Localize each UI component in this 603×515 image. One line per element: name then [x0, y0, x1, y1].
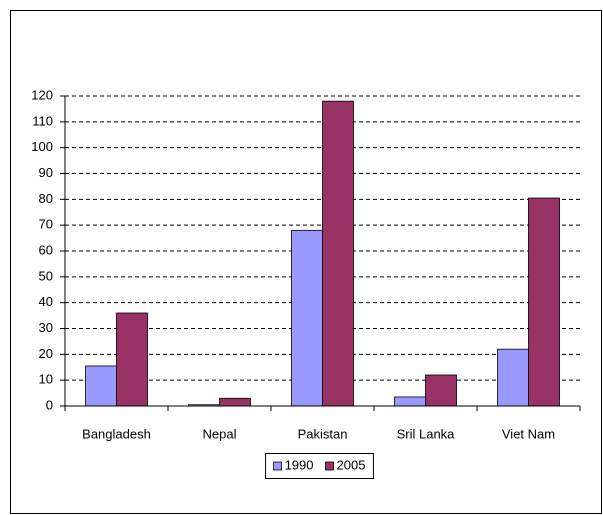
legend: 1990 2005	[273, 457, 366, 472]
y-tick-label: 50	[39, 268, 53, 283]
legend-box	[265, 453, 374, 479]
bar	[322, 100, 354, 407]
bar	[394, 396, 426, 407]
legend-label: 2005	[337, 457, 366, 472]
x-tick-label: Bangladesh	[82, 426, 151, 441]
y-tick-label: 40	[39, 294, 53, 309]
legend-swatch	[273, 461, 282, 471]
y-tick-label: 100	[31, 139, 53, 154]
y-tick-label: 90	[39, 165, 53, 180]
y-tick-label: 0	[46, 397, 53, 412]
bar	[497, 348, 529, 407]
bar	[85, 365, 117, 407]
bar	[116, 312, 148, 407]
y-tick-label: 10	[39, 372, 53, 387]
legend-swatch	[325, 461, 334, 471]
bar	[425, 374, 457, 407]
y-tick-label: 70	[39, 217, 53, 232]
bar	[291, 229, 323, 407]
y-tick-label: 80	[39, 191, 53, 206]
legend-label: 1990	[285, 457, 314, 472]
y-tick-label: 20	[39, 346, 53, 361]
y-tick-label: 60	[39, 242, 53, 257]
y-tick-label: 120	[31, 87, 53, 102]
bar	[219, 397, 251, 407]
y-tick-label: 30	[39, 320, 53, 335]
bar	[528, 197, 560, 407]
x-tick-label: Sril Lanka	[397, 426, 456, 441]
x-tick-label: Nepal	[203, 426, 237, 441]
y-tick-label: 110	[32, 113, 53, 128]
x-tick-label: Pakistan	[298, 426, 348, 441]
x-tick-label: Viet Nam	[502, 426, 555, 441]
